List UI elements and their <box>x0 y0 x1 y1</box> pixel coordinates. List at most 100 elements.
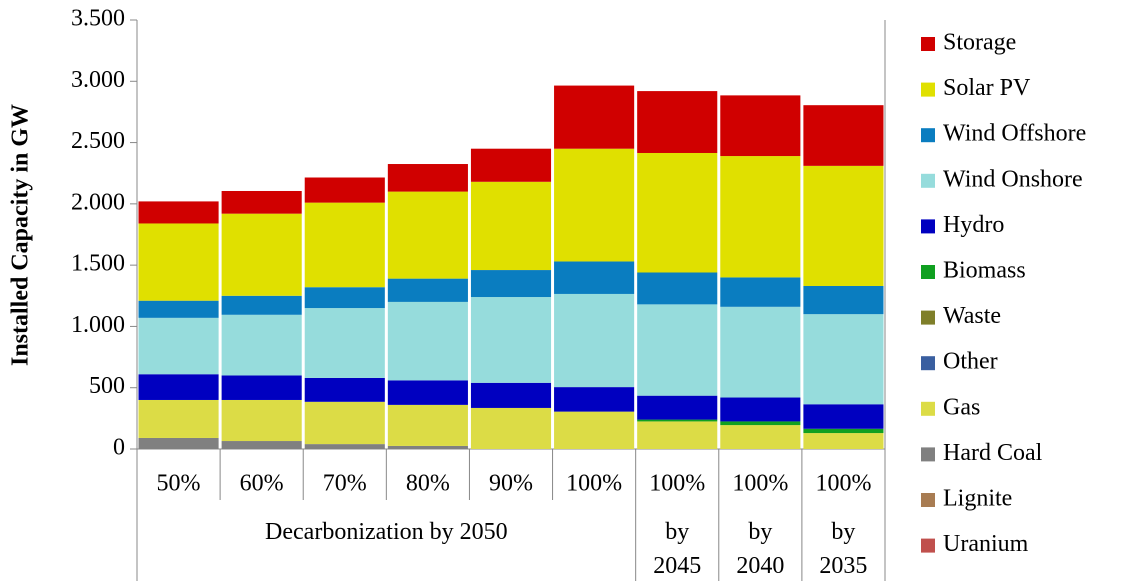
bar-segment <box>554 387 635 412</box>
bar-segment <box>720 95 801 157</box>
legend-label: Biomass <box>943 258 1026 284</box>
bar-segment <box>637 272 718 305</box>
x-group-label: by 2040 <box>736 519 785 579</box>
legend-label: Hard Coal <box>943 440 1043 466</box>
bar-segment <box>470 148 552 182</box>
x-tick-label: 100% <box>566 471 622 497</box>
legend-label: Wind Offshore <box>943 121 1086 147</box>
bar-segment <box>803 428 884 434</box>
y-tick-label: 2.500 <box>71 128 125 154</box>
bar-segment <box>387 301 468 381</box>
y-tick-label: 0 <box>113 435 125 461</box>
x-group-label: by 2045 <box>653 519 702 579</box>
x-tick-label: 80% <box>406 471 450 497</box>
bar-segment <box>304 401 385 445</box>
bar-segment <box>554 293 635 388</box>
bar-segment <box>304 444 385 449</box>
bar-segment <box>470 270 552 298</box>
y-tick-label: 1.000 <box>71 312 125 338</box>
legend-label: Hydro <box>943 212 1004 238</box>
bar-segment <box>470 382 552 408</box>
bar-segment <box>720 421 801 426</box>
legend-swatch <box>921 538 935 553</box>
legend-swatch <box>921 219 935 234</box>
legend-swatch <box>921 128 935 143</box>
legend-swatch <box>921 265 935 279</box>
y-tick-label: 500 <box>89 373 125 399</box>
bar-segment <box>221 375 302 400</box>
bar-segment <box>470 297 552 383</box>
legend-swatch <box>921 356 935 371</box>
bar-segment <box>720 397 801 422</box>
bar-segment <box>803 165 884 286</box>
bar-segment <box>304 377 385 402</box>
bar-segment <box>221 399 302 442</box>
bar-segment <box>554 148 635 262</box>
x-group-label: Decarbonization by 2050 <box>265 519 508 545</box>
legend-label: Waste <box>943 303 1001 329</box>
y-tick-label: 2.000 <box>71 189 125 215</box>
legend-label: Uranium <box>943 531 1029 557</box>
legend-swatch <box>921 401 935 416</box>
x-tick-label: 60% <box>240 471 284 497</box>
bar-segment <box>803 105 884 166</box>
x-tick-label: 90% <box>489 471 533 497</box>
bar-segment <box>720 425 801 449</box>
bar-segment <box>387 164 468 192</box>
x-tick-label: 100% <box>815 471 871 497</box>
bar-segment <box>387 278 468 302</box>
bar-segment <box>304 287 385 309</box>
y-tick-label: 3.500 <box>71 6 125 32</box>
bar-segment <box>637 152 718 273</box>
legend-swatch <box>921 173 935 188</box>
bar-segment <box>720 277 801 307</box>
legend-swatch <box>921 37 935 51</box>
bar-segment <box>470 181 552 271</box>
bar-segment <box>138 223 219 301</box>
legend-label: Lignite <box>943 486 1012 512</box>
y-tick-label: 1.500 <box>71 251 125 277</box>
bar-segment <box>387 380 468 405</box>
bar-segment <box>138 374 219 400</box>
x-tick-label: 50% <box>157 471 201 497</box>
bar-segment <box>637 419 718 422</box>
legend-label: Wind Onshore <box>943 166 1083 192</box>
bar-segment <box>304 308 385 378</box>
bar-segment <box>221 441 302 449</box>
y-tick-label: 3.000 <box>71 67 125 93</box>
bar-segment <box>138 437 219 449</box>
bar-segment <box>720 156 801 278</box>
bar-segment <box>138 300 219 318</box>
bar-segment <box>304 202 385 288</box>
bar-segment <box>803 314 884 405</box>
bar-segment <box>637 421 718 449</box>
legend-swatch <box>921 447 935 462</box>
bar-segment <box>138 201 219 224</box>
legend-label: Storage <box>943 30 1016 56</box>
bar-segment <box>138 317 219 375</box>
bar-segment <box>221 295 302 315</box>
bar-segment <box>554 411 635 449</box>
legend-swatch <box>921 493 935 507</box>
legend-label: Other <box>943 349 998 375</box>
legend-label: Gas <box>943 394 980 420</box>
bar-segment <box>470 407 552 449</box>
bar-segment <box>554 85 635 149</box>
y-axis-label: Installed Capacity in GW <box>8 104 34 366</box>
bar-segment <box>221 190 302 214</box>
bar-segment <box>221 314 302 376</box>
bar-segment <box>387 404 468 446</box>
bar-segment <box>803 433 884 449</box>
legend-label: Solar PV <box>943 75 1031 101</box>
bar-segment <box>720 306 801 398</box>
bar-segment <box>637 304 718 396</box>
x-group-label: by 2035 <box>819 519 868 579</box>
bar-segment <box>554 261 635 294</box>
bar-segment <box>803 404 884 429</box>
bar-segment <box>387 191 468 279</box>
bar-segment <box>387 445 468 449</box>
legend-swatch <box>921 310 935 325</box>
bar-segment <box>803 285 884 315</box>
bar-segment <box>637 395 718 420</box>
